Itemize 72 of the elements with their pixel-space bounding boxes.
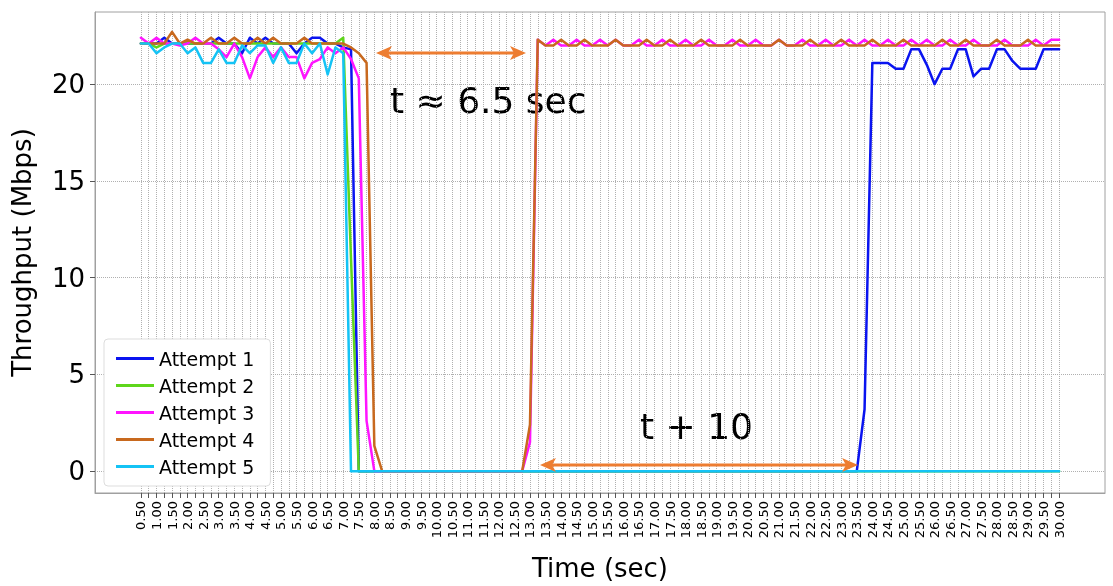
y-tick-label: 5 xyxy=(68,359,85,390)
legend-label: Attempt 1 xyxy=(159,347,255,370)
y-tick-label: 20 xyxy=(51,69,85,100)
x-tick-label: 3.00 xyxy=(211,501,227,530)
legend-label: Attempt 5 xyxy=(159,455,255,478)
x-tick-label: 14.00 xyxy=(553,501,569,539)
x-tick-label: 1.50 xyxy=(164,501,180,530)
x-tick-label: 4.00 xyxy=(242,501,258,530)
x-tick-label: 2.00 xyxy=(180,501,196,530)
x-tick-label: 23.50 xyxy=(849,501,865,539)
x-tick-label: 22.50 xyxy=(818,501,834,539)
x-axis-title: Time (sec) xyxy=(530,553,669,583)
x-tick-label: 12.50 xyxy=(506,501,522,539)
x-tick-label: 27.50 xyxy=(973,501,989,539)
x-tick-label: 16.00 xyxy=(615,501,631,539)
x-tick-label: 20.50 xyxy=(755,501,771,539)
x-tick-label: 17.50 xyxy=(662,501,678,539)
x-tick-label: 28.50 xyxy=(1004,501,1020,539)
x-tick-label: 19.50 xyxy=(724,501,740,539)
x-tick-label: 11.00 xyxy=(460,501,476,539)
x-tick-label: 10.50 xyxy=(444,501,460,539)
y-tick-label: 10 xyxy=(51,262,85,293)
x-tick-label: 8.50 xyxy=(382,501,398,530)
x-tick-label: 20.00 xyxy=(740,501,756,539)
x-tick-label: 3.50 xyxy=(226,501,242,530)
x-tick-label: 4.50 xyxy=(257,501,273,530)
x-tick-label: 13.00 xyxy=(522,501,538,539)
x-tick-label: 13.50 xyxy=(538,501,554,539)
x-tick-label: 1.00 xyxy=(148,501,164,530)
x-tick-label: 16.50 xyxy=(631,501,647,539)
x-tick-label: 30.00 xyxy=(1051,501,1067,539)
x-tick-label: 19.00 xyxy=(709,501,725,539)
x-tick-label: 17.00 xyxy=(646,501,662,539)
x-tick-label: 0.50 xyxy=(133,501,149,530)
x-tick-label: 25.00 xyxy=(895,501,911,539)
x-tick-label: 6.00 xyxy=(304,501,320,530)
x-tick-label: 14.50 xyxy=(569,501,585,539)
x-tick-label: 15.00 xyxy=(584,501,600,539)
y-axis-title: Throughput (Mbps) xyxy=(7,128,37,378)
x-tick-label: 18.00 xyxy=(678,501,694,539)
x-tick-label: 26.50 xyxy=(942,501,958,539)
x-tick-label: 2.50 xyxy=(195,501,211,530)
x-tick-label: 10.00 xyxy=(429,501,445,539)
x-tick-label: 21.50 xyxy=(787,501,803,539)
x-tick-label: 9.50 xyxy=(413,501,429,530)
x-tick-label: 5.00 xyxy=(273,501,289,530)
x-tick-label: 5.50 xyxy=(289,501,305,530)
x-tick-label: 26.00 xyxy=(927,501,943,539)
x-tick-label: 24.50 xyxy=(880,501,896,539)
y-tick-label: 0 xyxy=(68,456,85,487)
x-tick-label: 29.00 xyxy=(1020,501,1036,539)
x-tick-label: 11.50 xyxy=(475,501,491,539)
x-tick-label: 28.00 xyxy=(989,501,1005,539)
x-tick-label: 7.00 xyxy=(335,501,351,530)
legend-label: Attempt 2 xyxy=(159,374,255,397)
x-tick-label: 29.50 xyxy=(1036,501,1052,539)
x-tick-label: 24.00 xyxy=(864,501,880,539)
x-tick-label: 23.00 xyxy=(833,501,849,539)
x-tick-label: 8.00 xyxy=(366,501,382,530)
x-tick-label: 9.00 xyxy=(397,501,413,530)
x-tick-label: 6.50 xyxy=(320,501,336,530)
x-tick-label: 15.50 xyxy=(600,501,616,539)
legend-label: Attempt 3 xyxy=(159,401,255,424)
x-tick-label: 18.50 xyxy=(693,501,709,539)
x-tick-label: 25.50 xyxy=(911,501,927,539)
x-tick-label: 22.00 xyxy=(802,501,818,539)
legend-label: Attempt 4 xyxy=(159,428,255,451)
x-tick-label: 21.00 xyxy=(771,501,787,539)
y-tick-label: 15 xyxy=(51,165,85,196)
x-tick-label: 12.00 xyxy=(491,501,507,539)
x-tick-label: 7.50 xyxy=(351,501,367,530)
x-tick-label: 27.00 xyxy=(958,501,974,539)
